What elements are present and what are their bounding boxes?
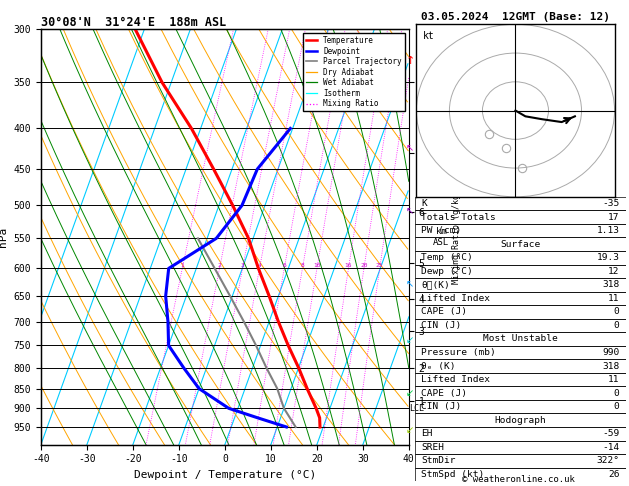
Text: 2: 2	[218, 263, 221, 268]
Text: Surface: Surface	[501, 240, 540, 249]
Text: 6: 6	[282, 263, 286, 268]
Text: Pressure (mb): Pressure (mb)	[421, 348, 496, 357]
Text: 322°: 322°	[596, 456, 620, 465]
Bar	[415, 224, 626, 238]
Text: 11: 11	[608, 294, 620, 303]
Bar	[415, 319, 626, 332]
Bar	[415, 251, 626, 264]
Text: 3: 3	[241, 263, 245, 268]
Text: SREH: SREH	[421, 443, 445, 452]
Text: -14: -14	[603, 443, 620, 452]
Text: 17: 17	[608, 213, 620, 222]
Bar	[415, 210, 626, 224]
Y-axis label: hPa: hPa	[0, 227, 8, 247]
Bar	[415, 346, 626, 359]
Text: CAPE (J): CAPE (J)	[421, 308, 467, 316]
Text: © weatheronline.co.uk: © weatheronline.co.uk	[462, 475, 576, 484]
Text: kt: kt	[423, 31, 435, 41]
Text: StmDir: StmDir	[421, 456, 456, 465]
Bar	[415, 359, 626, 373]
Text: θₑ (K): θₑ (K)	[421, 362, 456, 370]
Text: 318: 318	[603, 362, 620, 370]
Text: CAPE (J): CAPE (J)	[421, 389, 467, 398]
Text: 11: 11	[608, 375, 620, 384]
Text: ↖: ↖	[406, 279, 414, 289]
Text: 0: 0	[614, 321, 620, 330]
Bar	[415, 278, 626, 292]
Text: 03.05.2024  12GMT (Base: 12): 03.05.2024 12GMT (Base: 12)	[421, 12, 610, 22]
Text: 25: 25	[376, 263, 384, 268]
Text: Dewp (°C): Dewp (°C)	[421, 267, 473, 276]
Text: 4: 4	[258, 263, 262, 268]
Text: 0: 0	[614, 308, 620, 316]
Text: PW (cm): PW (cm)	[421, 226, 462, 235]
Text: 26: 26	[608, 470, 620, 479]
Legend: Temperature, Dewpoint, Parcel Trajectory, Dry Adiabat, Wet Adiabat, Isotherm, Mi: Temperature, Dewpoint, Parcel Trajectory…	[303, 33, 405, 111]
Text: -59: -59	[603, 429, 620, 438]
Text: Mixing Ratio (g/kg): Mixing Ratio (g/kg)	[452, 190, 461, 284]
Bar	[415, 264, 626, 278]
Text: 19.3: 19.3	[596, 253, 620, 262]
Text: -35: -35	[603, 199, 620, 208]
Text: StmSpd (kt): StmSpd (kt)	[421, 470, 485, 479]
Text: Temp (°C): Temp (°C)	[421, 253, 473, 262]
Text: θᴇ(K): θᴇ(K)	[421, 280, 450, 289]
Bar	[415, 373, 626, 386]
Bar	[415, 238, 626, 251]
Bar	[415, 292, 626, 305]
Text: ↖: ↖	[406, 143, 414, 153]
Text: 0: 0	[614, 402, 620, 411]
Text: 0: 0	[614, 389, 620, 398]
Y-axis label: km
ASL: km ASL	[433, 227, 449, 246]
Text: 1.13: 1.13	[596, 226, 620, 235]
Bar	[415, 197, 626, 210]
Text: ↙: ↙	[406, 425, 414, 435]
Bar	[415, 332, 626, 346]
Text: ↑: ↑	[406, 56, 415, 66]
Text: Totals Totals: Totals Totals	[421, 213, 496, 222]
Bar	[415, 440, 626, 454]
Bar	[415, 468, 626, 481]
Text: Most Unstable: Most Unstable	[483, 334, 558, 344]
X-axis label: Dewpoint / Temperature (°C): Dewpoint / Temperature (°C)	[134, 470, 316, 480]
Text: CIN (J): CIN (J)	[421, 321, 462, 330]
Text: K: K	[421, 199, 427, 208]
Text: ↙: ↙	[406, 389, 414, 399]
Text: 1: 1	[181, 263, 184, 268]
Text: Lifted Index: Lifted Index	[421, 294, 491, 303]
Bar	[415, 427, 626, 440]
Text: 30°08'N  31°24'E  188m ASL: 30°08'N 31°24'E 188m ASL	[41, 16, 226, 29]
Bar	[415, 386, 626, 400]
Text: 16: 16	[345, 263, 352, 268]
Text: 8: 8	[301, 263, 304, 268]
Bar	[415, 454, 626, 468]
Bar	[415, 400, 626, 414]
Text: 990: 990	[603, 348, 620, 357]
Text: 318: 318	[603, 280, 620, 289]
Text: Lifted Index: Lifted Index	[421, 375, 491, 384]
Bar	[415, 414, 626, 427]
Text: LCL: LCL	[409, 404, 424, 413]
Bar	[415, 305, 626, 319]
Text: 20: 20	[360, 263, 368, 268]
Text: 12: 12	[608, 267, 620, 276]
Text: Hodograph: Hodograph	[494, 416, 547, 425]
Text: 10: 10	[313, 263, 321, 268]
Text: ↖: ↖	[406, 207, 414, 216]
Text: ↙: ↙	[406, 335, 414, 345]
Text: CIN (J): CIN (J)	[421, 402, 462, 411]
Text: EH: EH	[421, 429, 433, 438]
